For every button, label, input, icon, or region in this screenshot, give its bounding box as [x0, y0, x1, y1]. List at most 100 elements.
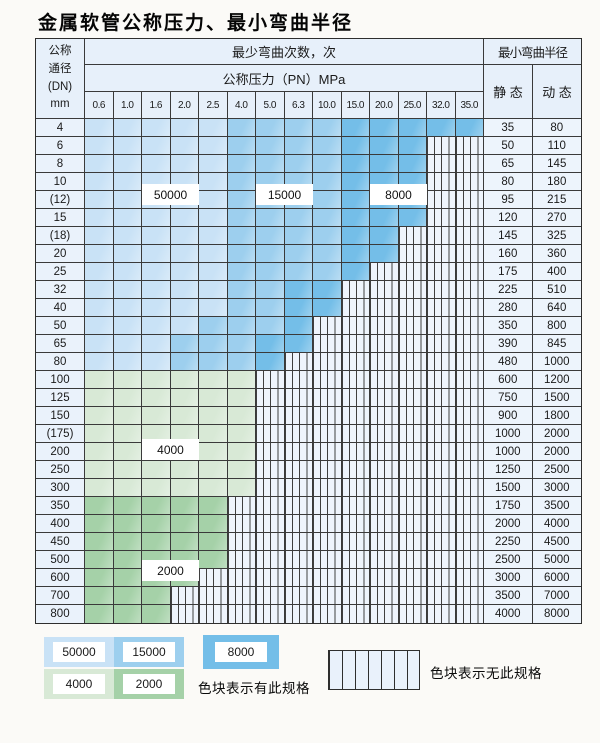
cycle-cell-4000 — [113, 443, 142, 460]
no-spec-cell — [398, 533, 427, 550]
static-radius-value: 2250 — [484, 533, 533, 550]
static-radius-value: 750 — [484, 389, 533, 406]
region-label-4000: 4000 — [142, 439, 199, 460]
no-spec-cell — [370, 335, 399, 352]
cycle-cell-4000 — [199, 425, 228, 442]
cycle-cell-15000 — [256, 227, 285, 244]
cycle-cell-15000 — [284, 227, 313, 244]
page-title: 金属软管公称压力、最小弯曲半径 — [38, 13, 354, 34]
legend-value: 15000 — [123, 642, 175, 662]
dynamic-radius-value: 400 — [532, 263, 581, 280]
cycle-cell-50000 — [85, 281, 114, 298]
cycle-cell-2000 — [113, 551, 142, 568]
no-spec-cell — [455, 533, 483, 550]
dynamic-radius-value: 510 — [532, 281, 581, 298]
no-spec-cell — [455, 587, 483, 604]
cycle-cell-8000 — [256, 335, 285, 352]
cycle-cell-8000 — [370, 245, 399, 262]
pressure-cells — [85, 479, 484, 496]
no-spec-cell — [398, 551, 427, 568]
dn-cell: 65 — [36, 335, 85, 352]
pressure-cells — [85, 407, 484, 424]
pressure-tick: 4.0 — [228, 92, 256, 118]
legend-swatch-8000: 8000 — [203, 635, 279, 669]
pressure-cells — [85, 389, 484, 406]
static-radius-value: 480 — [484, 353, 533, 370]
cycle-cell-15000 — [284, 137, 313, 154]
cycle-cell-50000 — [170, 299, 199, 316]
static-radius-value: 225 — [484, 281, 533, 298]
cycle-cell-15000 — [227, 353, 256, 370]
dn-cell: (12) — [36, 191, 85, 208]
dynamic-radius-value: 145 — [532, 155, 581, 172]
no-spec-cell — [398, 299, 427, 316]
cycle-cell-50000 — [113, 299, 142, 316]
dn-cell: 100 — [36, 371, 85, 388]
cycle-cell-4000 — [170, 479, 199, 496]
no-spec-cell — [341, 587, 370, 604]
no-spec-cell — [313, 461, 342, 478]
no-spec-cell — [398, 353, 427, 370]
cycle-cell-2000 — [142, 515, 171, 532]
no-spec-cell — [427, 137, 456, 154]
cycle-cell-4000 — [85, 389, 114, 406]
cycle-cell-8000 — [370, 155, 399, 172]
cycle-cell-4000 — [170, 425, 199, 442]
no-spec-cell — [284, 479, 313, 496]
dn-cell: 8 — [36, 155, 85, 172]
cycle-cell-15000 — [227, 299, 256, 316]
no-spec-cell — [398, 389, 427, 406]
dynamic-radius-value: 3000 — [532, 479, 581, 496]
cycle-cell-4000 — [142, 407, 171, 424]
no-spec-cell — [341, 497, 370, 514]
no-spec-cell — [256, 371, 285, 388]
region-label-2000: 2000 — [142, 560, 199, 581]
cycle-cell-50000 — [170, 281, 199, 298]
cycle-cell-50000 — [85, 209, 114, 226]
cycle-cell-4000 — [199, 461, 228, 478]
no-spec-cell — [398, 425, 427, 442]
no-spec-cell — [370, 569, 399, 586]
cycle-cell-4000 — [85, 461, 114, 478]
no-spec-cell — [398, 443, 427, 460]
cycle-cell-15000 — [313, 137, 342, 154]
no-spec-cell — [370, 461, 399, 478]
dynamic-radius-value: 110 — [532, 137, 581, 154]
cycle-cell-4000 — [227, 479, 256, 496]
no-spec-cell — [398, 371, 427, 388]
pressure-cells — [85, 317, 484, 334]
cycle-cell-8000 — [341, 119, 370, 136]
no-spec-cell — [398, 335, 427, 352]
cycle-cell-4000 — [227, 425, 256, 442]
cycle-cell-8000 — [341, 245, 370, 262]
no-spec-cell — [370, 425, 399, 442]
cycle-cell-8000 — [284, 281, 313, 298]
table-row: 65 390 845 — [36, 335, 581, 353]
pressure-cells — [85, 227, 484, 244]
pressure-cells — [85, 533, 484, 550]
cycle-cell-4000 — [227, 461, 256, 478]
cycle-cell-2000 — [170, 497, 199, 514]
cycle-cell-2000 — [142, 587, 171, 604]
no-spec-cell — [284, 371, 313, 388]
cycle-cell-50000 — [85, 245, 114, 262]
cycle-cell-4000 — [85, 407, 114, 424]
cycle-cell-8000 — [398, 209, 427, 226]
no-spec-cell — [313, 515, 342, 532]
cycle-cell-4000 — [227, 407, 256, 424]
cycle-cell-4000 — [85, 479, 114, 496]
cycle-cell-2000 — [199, 533, 228, 550]
cycle-cell-4000 — [142, 479, 171, 496]
cycle-cell-4000 — [113, 407, 142, 424]
cycle-cell-15000 — [170, 335, 199, 352]
cycle-cell-15000 — [313, 263, 342, 280]
no-spec-cell — [284, 443, 313, 460]
cycle-cell-15000 — [284, 119, 313, 136]
cycle-cell-8000 — [455, 119, 483, 136]
no-spec-cell — [284, 533, 313, 550]
cycle-cell-50000 — [199, 155, 228, 172]
table-row: 200 1000 2000 — [36, 443, 581, 461]
no-spec-cell — [227, 497, 256, 514]
no-spec-cell — [313, 317, 342, 334]
cycle-cell-50000 — [199, 119, 228, 136]
